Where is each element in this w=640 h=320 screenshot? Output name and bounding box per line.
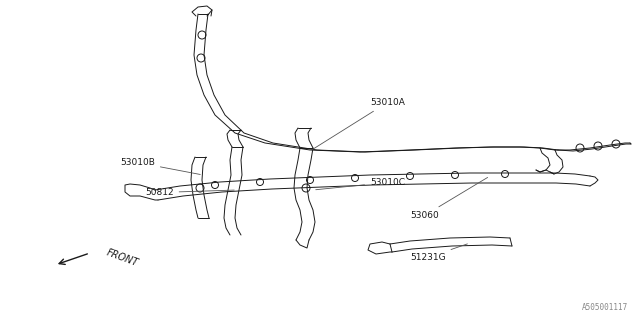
- Text: 53010A: 53010A: [312, 98, 405, 149]
- Text: 53010C: 53010C: [316, 178, 405, 190]
- Text: 53060: 53060: [410, 177, 488, 220]
- Text: A505001117: A505001117: [582, 303, 628, 312]
- Text: FRONT: FRONT: [105, 248, 140, 268]
- Text: 50812: 50812: [145, 188, 234, 197]
- Text: 51231G: 51231G: [410, 244, 467, 262]
- Text: 53010B: 53010B: [120, 158, 200, 174]
